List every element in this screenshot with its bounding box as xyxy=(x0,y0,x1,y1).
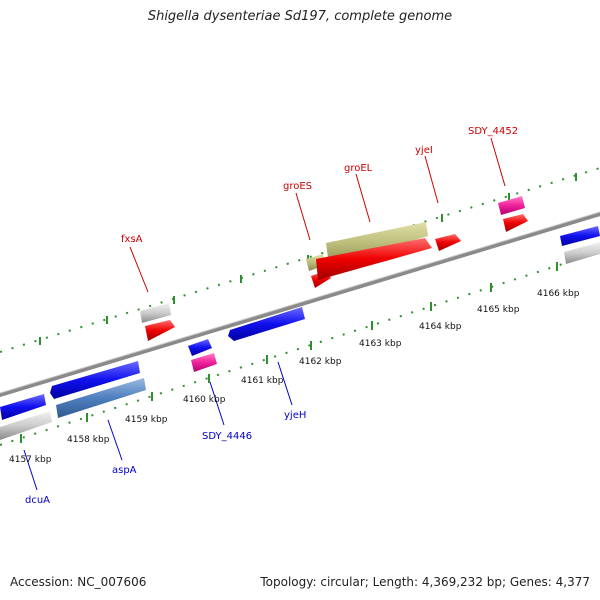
callout-dcuA xyxy=(23,449,38,491)
tick-label-4158: 4158 kbp xyxy=(67,435,110,445)
tick-label-4162: 4162 kbp xyxy=(299,357,342,367)
gene-label-yjeI[interactable]: yjeI xyxy=(415,145,433,156)
tick-label-4165: 4165 kbp xyxy=(477,305,520,315)
gene-arrow-reverse[interactable] xyxy=(0,394,46,420)
tick-label-4157: 4157 kbp xyxy=(9,455,52,465)
tick-label-4166: 4166 kbp xyxy=(537,289,580,299)
gene-label-yjeH[interactable]: yjeH xyxy=(284,410,306,421)
callout-yjeH xyxy=(277,361,293,406)
gene-box-gray-fxsA[interactable] xyxy=(140,303,171,323)
gene-label-fxsA[interactable]: fxsA xyxy=(121,234,143,245)
gene-box-sdy4446[interactable] xyxy=(191,353,217,372)
accession-text: Accession: NC_007606 xyxy=(10,575,147,589)
upper-tick-track xyxy=(0,167,600,353)
gene-arrow-right-blue[interactable] xyxy=(560,226,600,246)
upper-major-ticks xyxy=(39,173,577,345)
gene-box-gray-right[interactable] xyxy=(564,242,600,264)
gene-label-aspA[interactable]: aspA xyxy=(112,465,137,476)
gene-arrow-dcuA-adjacent[interactable] xyxy=(50,361,140,399)
callout-aspA xyxy=(107,419,123,461)
callout-groES xyxy=(295,192,311,241)
gene-label-dcuA[interactable]: dcuA xyxy=(25,495,50,506)
genome-backbone xyxy=(0,212,600,397)
gene-arrow-sdy4452[interactable] xyxy=(503,214,528,232)
tick-label-4159: 4159 kbp xyxy=(125,415,168,425)
gene-arrow-yjeH[interactable] xyxy=(228,307,305,341)
tick-label-4163: 4163 kbp xyxy=(359,339,402,349)
gene-box-sdy4452[interactable] xyxy=(498,196,525,215)
gene-arrow-aspA[interactable] xyxy=(56,378,146,418)
callout-groEL xyxy=(355,173,371,223)
tick-label-4164: 4164 kbp xyxy=(419,322,462,332)
callout-sdy4452 xyxy=(490,137,506,187)
gene-label-groEL[interactable]: groEL xyxy=(344,163,373,174)
lower-major-ticks xyxy=(20,262,558,443)
gene-arrow-yjeI[interactable] xyxy=(435,234,461,251)
gene-label-sdy4452[interactable]: SDY_4452 xyxy=(468,126,518,137)
topology-text: Topology: circular; Length: 4,369,232 bp… xyxy=(260,575,590,589)
tick-label-4160: 4160 kbp xyxy=(183,395,226,405)
tick-label-4161: 4161 kbp xyxy=(241,376,284,386)
map-title: Shigella dysenteriae Sd197, complete gen… xyxy=(147,9,453,24)
gene-arrow-fxsA[interactable] xyxy=(145,320,175,341)
callout-yjeI xyxy=(424,155,439,204)
gene-box-gray-left[interactable] xyxy=(0,411,52,440)
gene-arrow-sdy4446-blue[interactable] xyxy=(188,339,212,356)
gene-label-groES[interactable]: groES xyxy=(283,181,312,192)
gene-arrow-groEL[interactable] xyxy=(316,238,432,280)
gene-label-sdy4446[interactable]: SDY_4446 xyxy=(202,431,252,442)
callout-fxsA xyxy=(129,246,149,293)
callout-sdy4446 xyxy=(209,381,225,426)
